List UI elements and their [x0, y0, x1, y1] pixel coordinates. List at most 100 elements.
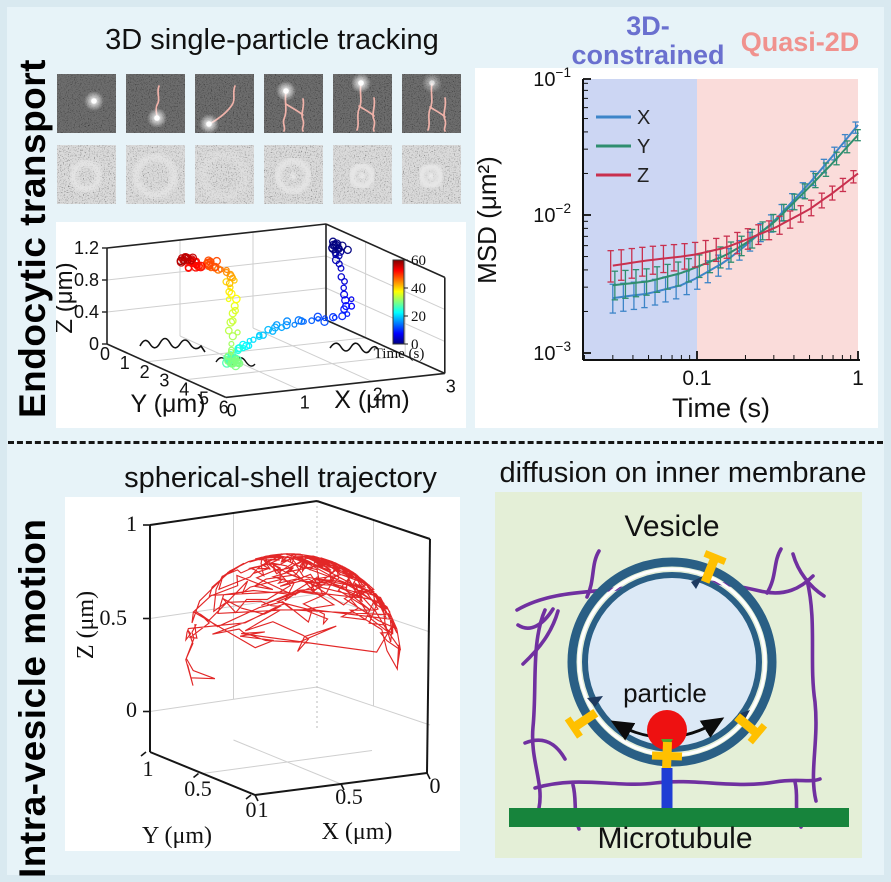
svg-text:0: 0: [100, 344, 110, 364]
msd-series-Z: [607, 170, 859, 283]
particle-frame: [402, 74, 461, 133]
diffraction-ring: [199, 151, 249, 201]
svg-text:60: 60: [411, 253, 426, 269]
axis-tick-label: 1: [852, 367, 864, 390]
defocus-ring-frame: [195, 145, 254, 204]
legend-entry-Y: Y: [637, 136, 650, 158]
msd-plot: 10−1 10−2 10−3 0.1 1 Time (s) MSD (μm²) XYZ: [472, 65, 878, 428]
top-section-label: Endocytic transport: [12, 59, 53, 418]
particle-frame: [126, 74, 185, 133]
region-3d-constrained: [583, 79, 697, 360]
defocus-ring-frame: [333, 145, 392, 204]
defocus-ring-frame: [402, 145, 461, 204]
microscopy-frame-grid: [57, 74, 461, 204]
shell-zlabel: Z (μm): [73, 591, 99, 659]
traj-box: [106, 223, 446, 399]
svg-text:2: 2: [373, 384, 383, 404]
svg-text:1: 1: [120, 353, 130, 373]
trajectory-trace: [285, 103, 304, 116]
microtubule-bar: [509, 808, 849, 827]
svg-text:6: 6: [219, 397, 229, 417]
trajectory-trace: [301, 98, 305, 132]
region-label-quasi-2d: Quasi-2D: [740, 27, 860, 57]
trajectory-trace: [358, 105, 375, 117]
msd-legend: XYZ: [596, 107, 650, 187]
trajectory-trace: [443, 97, 447, 132]
svg-text:0: 0: [411, 337, 419, 353]
traj-xlabel: X (μm): [334, 386, 410, 414]
axis-tick-label: 0.1: [682, 367, 711, 390]
svg-text:2: 2: [140, 362, 150, 382]
legend-entry-Z: Z: [637, 165, 649, 187]
svg-text:1: 1: [258, 797, 269, 822]
motor-stalk: [661, 768, 673, 812]
svg-text:20: 20: [411, 309, 426, 325]
defocus-ring-frame: [57, 145, 116, 204]
particle-dot: [647, 710, 687, 750]
svg-text:0.8: 0.8: [74, 270, 99, 290]
shell-ylabel: Y (μm): [142, 823, 212, 849]
axis-tick-label: 10−1: [533, 65, 571, 91]
bottom-linker: [651, 741, 683, 771]
particle-label: particle: [623, 678, 707, 708]
svg-text:0: 0: [89, 334, 99, 354]
shell-trajectory: [185, 553, 402, 686]
svg-text:0.5: 0.5: [184, 776, 212, 801]
svg-text:5: 5: [199, 389, 209, 409]
diffraction-ring: [348, 162, 376, 190]
svg-text:0.4: 0.4: [74, 302, 99, 322]
vesicle-schematic: Vesicle particle Microtubule: [495, 492, 862, 858]
membrane-notches: [587, 576, 750, 723]
shell-xlabel: X (μm): [322, 819, 393, 845]
trajectory-trace: [372, 97, 376, 132]
svg-text:3: 3: [446, 376, 456, 396]
traj-zlabel: Z (μm): [56, 262, 78, 333]
particle-frame: [333, 74, 392, 133]
trajectory-3d-plot: 00.40.81.201234560123Z (μm)Y (μm)X (μm)6…: [56, 222, 466, 428]
traj-ticks: 00.40.81.201234560123Z (μm)Y (μm)X (μm): [56, 238, 456, 420]
colorbar-label: Time (s): [374, 346, 425, 362]
svg-text:3: 3: [159, 371, 169, 391]
svg-text:4: 4: [179, 380, 189, 400]
traj-ylabel: Y (μm): [130, 390, 205, 418]
vesicle-label: Vesicle: [624, 510, 719, 543]
particle-frame: [57, 74, 116, 133]
svg-text:1: 1: [143, 756, 154, 781]
msd-axes: 10−1 10−2 10−3 0.1 1 Time (s) MSD (μm²): [472, 65, 864, 423]
msd-xlabel: Time (s): [672, 393, 770, 423]
svg-text:0.5: 0.5: [100, 605, 128, 630]
microtubule-label: Microtubule: [597, 822, 752, 855]
svg-text:1: 1: [300, 392, 310, 412]
axis-tick-label: 10−3: [533, 339, 571, 365]
trajectory-trace: [429, 106, 446, 118]
linker-proteins: [564, 550, 768, 745]
svg-text:0: 0: [246, 797, 257, 822]
msd-series-Y: [611, 128, 861, 301]
defocus-ring-frame: [264, 145, 323, 204]
svg-text:0: 0: [430, 773, 441, 798]
axis-tick-label: 10−2: [533, 201, 571, 227]
section-divider: [8, 441, 883, 444]
diffraction-ring: [69, 159, 103, 193]
diffraction-ring: [418, 163, 444, 189]
particle-frame: [264, 74, 323, 133]
shell-title: spherical-shell trajectory: [124, 462, 437, 494]
legend-entry-X: X: [637, 107, 650, 129]
defocus-ring-frame: [126, 145, 185, 204]
diffraction-ring: [132, 153, 178, 199]
svg-text:1.2: 1.2: [74, 238, 99, 258]
membrane-title: diffusion on inner membrane: [499, 457, 867, 489]
svg-text:40: 40: [411, 281, 426, 297]
tracking-title: 3D single-particle tracking: [105, 24, 439, 56]
svg-text:0: 0: [126, 697, 137, 722]
region-label-3d-constrained: 3D-constrained: [571, 11, 725, 70]
svg-text:1: 1: [126, 511, 137, 536]
vesicle-membrane: [567, 557, 777, 767]
bottom-section-label: Intra-vesicle motion: [12, 518, 53, 878]
diffraction-ring: [274, 157, 312, 195]
particle-frame: [195, 74, 254, 133]
